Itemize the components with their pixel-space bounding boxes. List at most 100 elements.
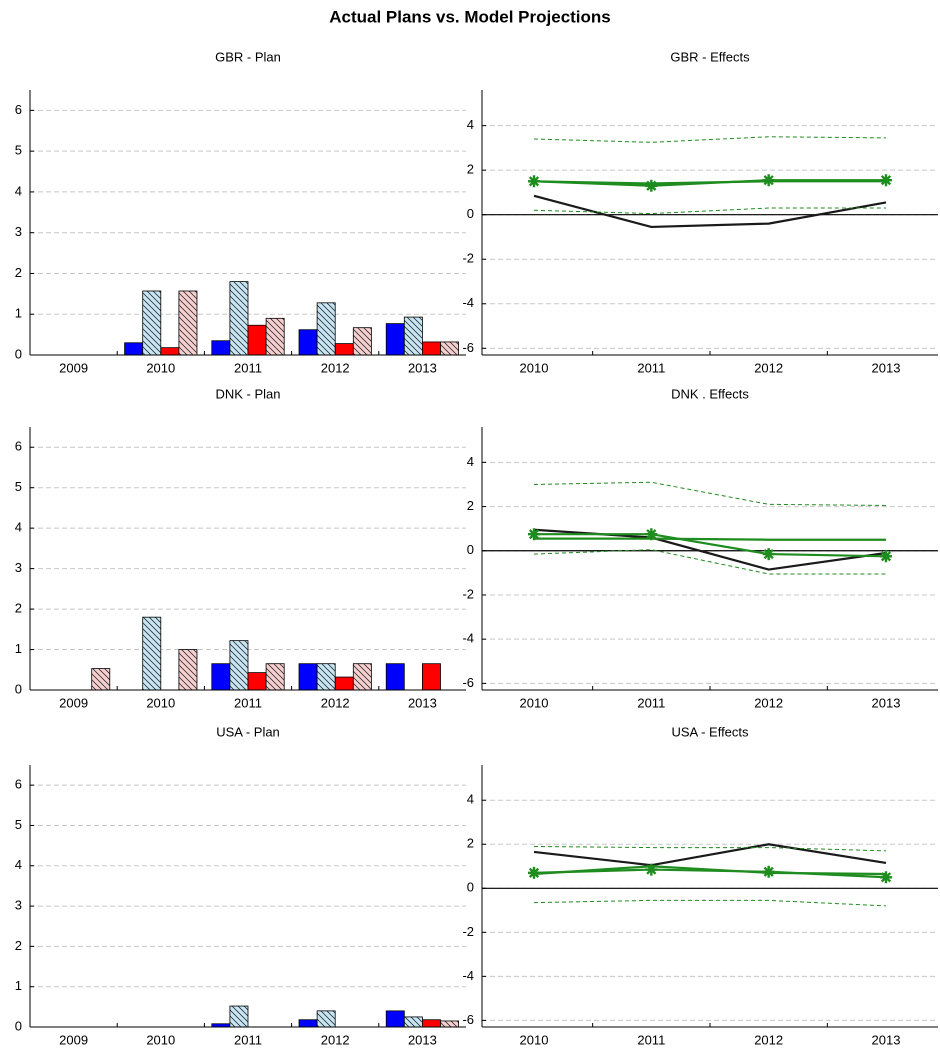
bar (229, 1005, 249, 1028)
bar (316, 1010, 336, 1028)
x-tick-label: 2013 (408, 1032, 437, 1047)
x-tick-label: 2012 (321, 360, 350, 375)
x-tick-label: 2009 (59, 695, 88, 710)
y-tick-label: 0 (15, 346, 22, 361)
bar (385, 663, 405, 691)
bar (265, 317, 285, 356)
star-marker (880, 871, 892, 884)
bar (211, 340, 231, 356)
series-line (533, 899, 887, 907)
x-tick-label: 2010 (146, 695, 175, 710)
star-marker (528, 528, 540, 541)
y-tick-label: -2 (462, 586, 474, 601)
bar (352, 663, 372, 691)
y-tick-label: -2 (462, 251, 474, 266)
y-tick-label: -6 (462, 340, 474, 355)
y-tick-label: 1 (15, 978, 22, 993)
y-tick-label: -4 (462, 631, 474, 646)
figure-title: Actual Plans vs. Model Projections (329, 7, 611, 26)
bar (298, 1019, 318, 1028)
star-marker (880, 550, 892, 563)
y-tick-label: 4 (15, 520, 22, 535)
x-tick-label: 2010 (520, 360, 549, 375)
y-tick-label: 3 (15, 560, 22, 575)
panel-title: DNK - Plan (215, 386, 280, 401)
x-tick-label: 2010 (146, 360, 175, 375)
y-tick-label: 4 (467, 117, 474, 132)
bar (124, 342, 144, 356)
y-tick-label: 6 (15, 439, 22, 454)
bar (160, 347, 180, 356)
bar (142, 290, 162, 356)
x-tick-label: 2010 (520, 1032, 549, 1047)
y-tick-label: -4 (462, 295, 474, 310)
y-tick-label: 2 (15, 938, 22, 953)
y-tick-label: 4 (467, 454, 474, 469)
x-tick-label: 2011 (637, 1032, 665, 1047)
bar (385, 1010, 405, 1028)
bar (142, 616, 162, 691)
series-line (533, 528, 887, 571)
x-tick-label: 2010 (146, 1032, 175, 1047)
bar (229, 640, 249, 691)
series-line (533, 549, 886, 575)
bar (316, 663, 336, 691)
bar (265, 663, 285, 691)
x-tick-label: 2013 (408, 360, 437, 375)
y-tick-label: 2 (15, 601, 22, 616)
series-line (533, 481, 887, 506)
bar (91, 668, 111, 691)
x-tick-label: 2009 (59, 1032, 88, 1047)
panel-title: GBR - Plan (215, 49, 281, 64)
panel-title: GBR - Effects (670, 49, 750, 64)
series-line (533, 845, 887, 852)
y-tick-label: 0 (15, 1018, 22, 1033)
y-tick-label: 2 (467, 498, 474, 513)
x-tick-label: 2013 (408, 695, 437, 710)
star-marker (762, 548, 775, 561)
y-tick-label: 3 (15, 898, 22, 913)
y-tick-label: -4 (462, 968, 474, 983)
series-line (533, 865, 887, 876)
bar (316, 302, 336, 356)
bar (352, 327, 372, 356)
y-tick-label: 1 (15, 641, 22, 656)
x-tick-label: 2010 (520, 695, 549, 710)
x-tick-label: 2012 (754, 695, 783, 710)
y-tick-label: -6 (462, 1012, 474, 1027)
series-line (533, 136, 887, 143)
series-line (534, 537, 886, 541)
y-tick-label: 6 (15, 777, 22, 792)
series-line (533, 843, 887, 867)
panel-title: DNK . Effects (671, 386, 749, 401)
bar (298, 663, 318, 691)
x-tick-label: 2012 (321, 695, 350, 710)
y-tick-label: 3 (15, 224, 22, 239)
x-tick-label: 2012 (754, 360, 783, 375)
y-tick-label: 1 (15, 306, 22, 321)
x-tick-label: 2012 (754, 1032, 783, 1047)
y-tick-label: 6 (15, 102, 22, 117)
series-line (533, 207, 886, 215)
bar (178, 649, 198, 691)
x-tick-label: 2009 (59, 360, 88, 375)
x-tick-label: 2011 (234, 360, 262, 375)
x-tick-label: 2011 (637, 360, 665, 375)
y-tick-label: 0 (467, 206, 474, 221)
y-tick-label: -6 (462, 675, 474, 690)
star-marker (645, 528, 658, 541)
bar (298, 329, 318, 356)
y-tick-label: -2 (462, 924, 474, 939)
x-tick-label: 2011 (234, 695, 262, 710)
x-tick-label: 2011 (637, 695, 665, 710)
bar (334, 343, 354, 356)
y-tick-label: 5 (15, 479, 22, 494)
x-tick-label: 2012 (321, 1032, 350, 1047)
bar (440, 341, 459, 356)
y-tick-label: 4 (15, 857, 22, 872)
bar (211, 663, 231, 691)
bar (421, 341, 441, 356)
y-tick-label: 4 (15, 183, 22, 198)
y-tick-label: 4 (467, 792, 474, 807)
